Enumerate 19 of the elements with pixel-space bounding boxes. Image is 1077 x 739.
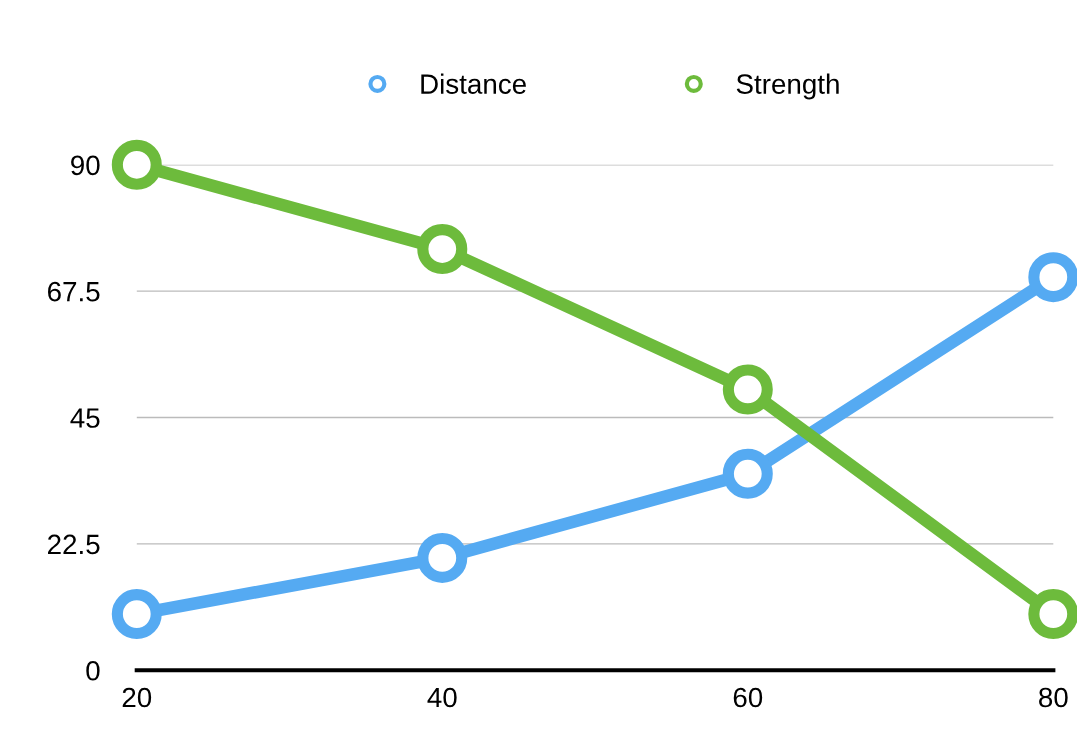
x-tick-label: 80 (1039, 687, 1068, 708)
legend-label: Strength (736, 73, 839, 100)
y-tick-label: 45 (70, 408, 100, 428)
x-tick-label: 20 (122, 687, 152, 708)
x-tick-label: 40 (427, 687, 457, 708)
point (1028, 252, 1077, 303)
y-tick-label: 67.5 (48, 281, 100, 302)
point (111, 139, 162, 190)
point (722, 448, 773, 499)
y-tick-label: 22.5 (48, 534, 100, 555)
point (111, 589, 162, 640)
legend-label: Distance (421, 73, 526, 94)
y-tick-label: 0 (86, 660, 100, 681)
point (1028, 589, 1077, 640)
point (417, 532, 468, 583)
point (417, 224, 468, 275)
x-tick-label: 60 (733, 687, 763, 708)
point (722, 364, 773, 415)
y-tick-label: 90 (71, 155, 100, 176)
